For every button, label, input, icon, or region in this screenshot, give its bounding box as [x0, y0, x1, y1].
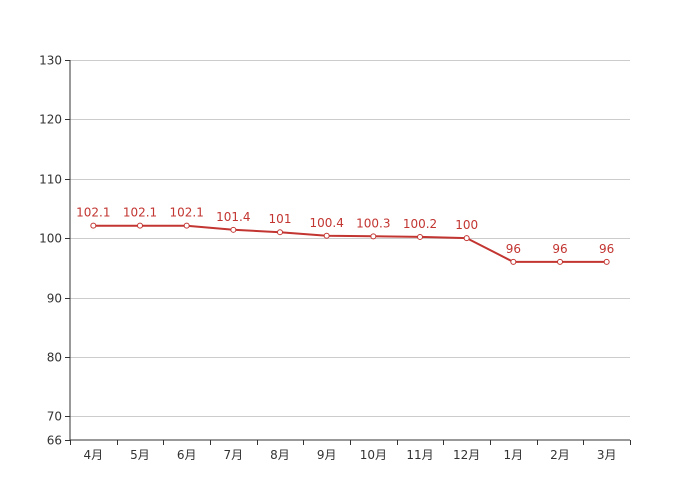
axes [69, 60, 630, 441]
grid-lines [70, 60, 630, 417]
x-tick-label: 5月 [130, 448, 150, 462]
data-point [417, 233, 423, 240]
data-label: 100 [455, 218, 478, 232]
data-label: 101.4 [216, 210, 250, 224]
data-point [463, 235, 470, 242]
y-axis-ticks: 66 70 80 90 100 110 120 130 [39, 54, 70, 448]
x-tick-label: 2月 [550, 448, 570, 462]
data-label: 100.4 [309, 216, 343, 230]
y-tick-label: 90 [47, 292, 62, 306]
data-label: 96 [552, 242, 567, 256]
x-tick-label: 10月 [360, 448, 387, 462]
data-label: 96 [599, 242, 614, 256]
data-point [323, 232, 330, 239]
data-point [557, 258, 563, 265]
y-tick-label: 80 [47, 351, 62, 365]
x-axis-ticks: 4月 5月 6月 7月 8月 9月 10月 11月 12月 1月 2月 3月 [70, 440, 631, 462]
x-tick-label: 4月 [84, 448, 104, 462]
y-tick-label: 100 [39, 232, 62, 246]
y-tick-label: 66 [47, 434, 62, 448]
data-point [370, 233, 377, 240]
data-label: 96 [506, 242, 521, 256]
x-tick-label: 12月 [453, 448, 480, 462]
y-tick-label: 130 [39, 54, 62, 68]
x-tick-label: 9月 [317, 448, 337, 462]
x-tick-label: 6月 [177, 448, 197, 462]
data-label: 101 [269, 212, 292, 226]
x-tick-label: 1月 [504, 448, 524, 462]
x-tick-label: 11月 [406, 448, 433, 462]
data-point [90, 222, 97, 229]
data-label: 102.1 [76, 206, 110, 220]
y-tick-label: 120 [39, 113, 62, 127]
data-label: 102.1 [123, 206, 157, 220]
data-label: 100.2 [403, 217, 437, 231]
x-tick-label: 3月 [597, 448, 617, 462]
data-point [277, 229, 283, 236]
data-point [183, 222, 190, 229]
data-point [510, 258, 517, 265]
y-tick-label: 110 [39, 173, 62, 187]
data-point [137, 222, 143, 229]
series-line [92, 224, 608, 263]
series-layer [90, 222, 610, 265]
y-tick-label: 70 [47, 410, 62, 424]
x-tick-label: 7月 [224, 448, 244, 462]
data-labels: 102.1 102.1 102.1 101.4 101 100.4 100.3 100.2 10… [76, 206, 614, 256]
data-point [230, 226, 237, 233]
data-label: 100.3 [356, 216, 390, 230]
x-tick-label: 8月 [270, 448, 290, 462]
data-point [603, 258, 610, 265]
data-label: 102.1 [169, 206, 203, 220]
